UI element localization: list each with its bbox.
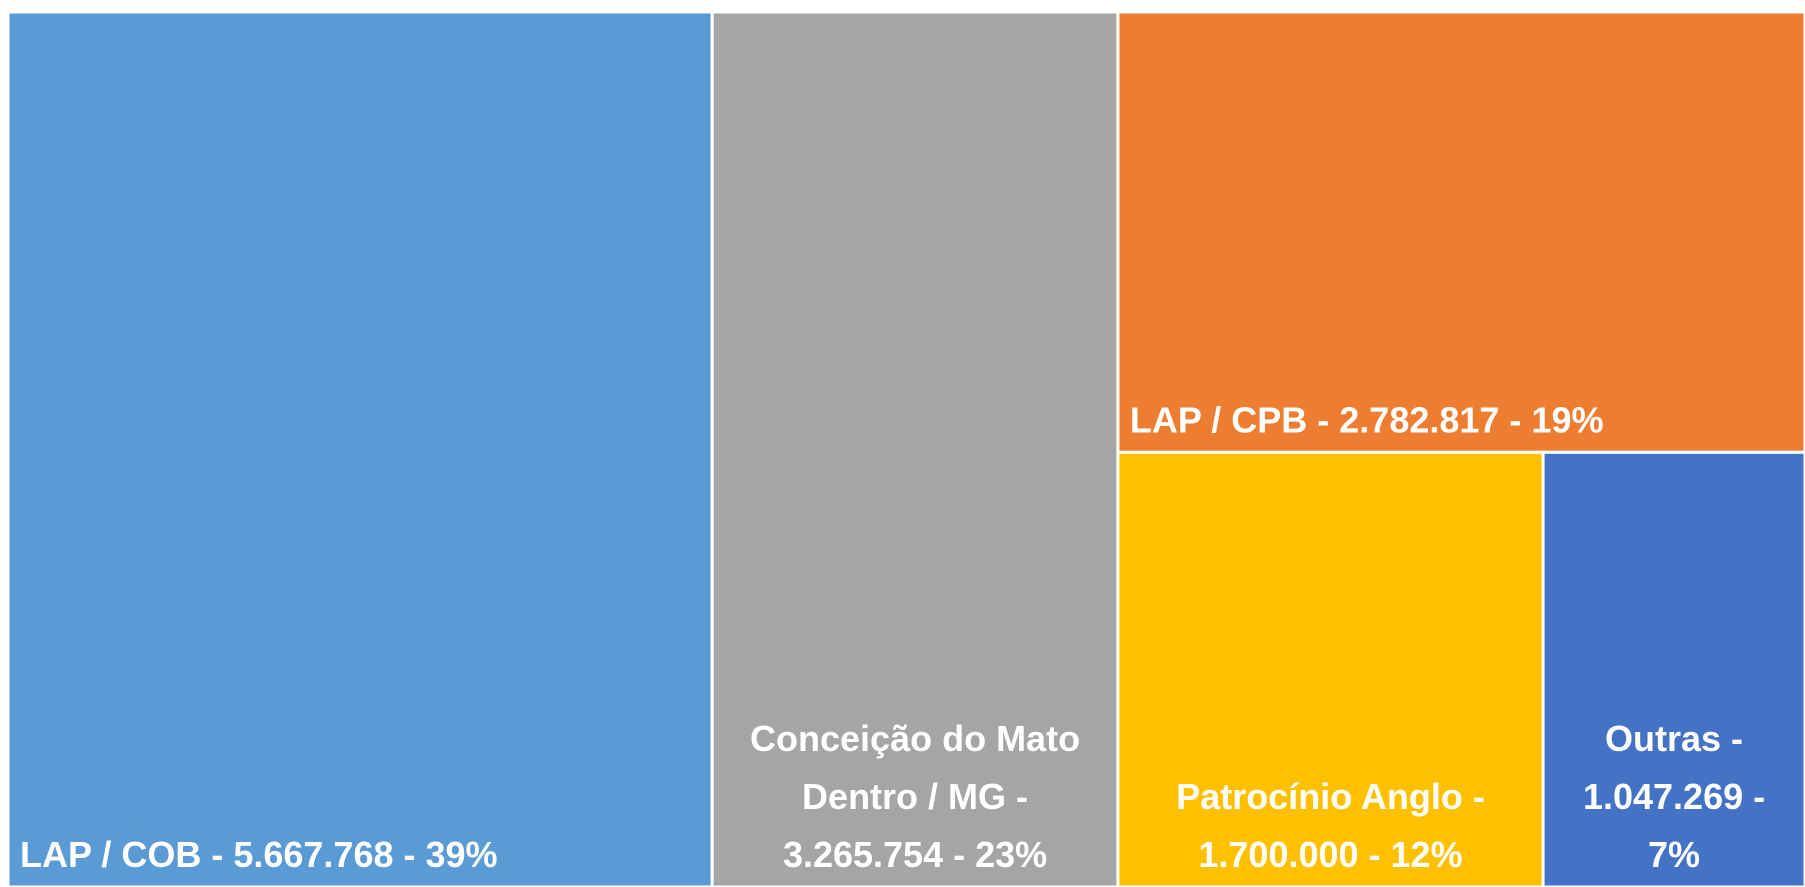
tile-label-line: 1.047.269 - (1583, 776, 1765, 817)
tile-label: Conceição do Mato Dentro / MG - 3.265.754 … (750, 718, 1080, 875)
tile-label-line: Outras - (1605, 718, 1743, 759)
tile-label-line: 1.700.000 - 12% (1198, 834, 1462, 875)
tile (6, 10, 714, 887)
tile-label: Outras - 1.047.269 - 7% (1583, 718, 1765, 875)
tile-label: LAP / COB - 5.667.768 - 39% (20, 834, 498, 875)
tile-label-line: Conceição do Mato (750, 718, 1080, 759)
tile (1116, 10, 1805, 454)
tile-label-line: Dentro / MG - (802, 776, 1028, 817)
tile-label-line: Patrocínio Anglo - (1176, 776, 1485, 817)
tile-label: Patrocínio Anglo - 1.700.000 - 12% (1176, 776, 1485, 875)
tile (710, 10, 1120, 887)
tile-label-line: 3.265.754 - 23% (783, 834, 1047, 875)
tile-label-line: 7% (1648, 834, 1700, 875)
tile (1116, 450, 1545, 887)
tile-label: LAP / CPB - 2.782.817 - 19% (1130, 399, 1604, 440)
tile (1541, 450, 1805, 887)
